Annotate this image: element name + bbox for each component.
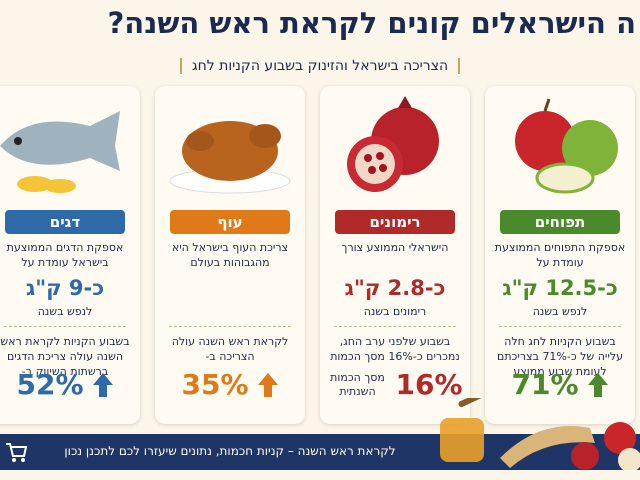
title: ה הישראלים קונים לקראת ראש השנה? bbox=[107, 6, 636, 40]
food-image bbox=[169, 121, 291, 194]
subtitle: הצריכה בישראל והזינוק בשבוע הקניות לחג bbox=[0, 58, 640, 74]
change-row: מסך הכמות השנתית 16% bbox=[320, 368, 470, 401]
change: 71% bbox=[511, 368, 579, 401]
up-arrow bbox=[587, 372, 608, 397]
change-row: 71% bbox=[485, 368, 635, 401]
card-label: עוף bbox=[170, 210, 290, 234]
change: 35% bbox=[181, 368, 249, 401]
footer: לקראת ראש השנה – קניות חכמות, נתונים שיע… bbox=[0, 398, 640, 470]
card: עוף צריכת העוף בישראל היא מהגבוהות בעולם ל… bbox=[155, 86, 305, 424]
change-note: מסך הכמות השנתית bbox=[330, 370, 385, 398]
week-text: בשבוע שלפני ערב החג, נמכרים כ-16% מסך הכ… bbox=[330, 335, 460, 363]
week-text: לקראת ראש השנה עולה הצריכה ב- bbox=[171, 335, 289, 363]
food-image bbox=[515, 98, 618, 194]
description: צריכת העוף בישראל היא מהגבוהות בעולם bbox=[171, 241, 289, 269]
divider bbox=[334, 326, 456, 327]
description: אספקת התפוחים הממוצעת עומדת על bbox=[494, 241, 626, 269]
card: דגים אספקת הדגים הממוצעת בישראל עומדת על כ… bbox=[0, 86, 140, 424]
amount: כ-9 ק"ג bbox=[25, 276, 105, 300]
amount-note: רימונים בשנה bbox=[363, 305, 427, 318]
up-arrow bbox=[92, 372, 113, 397]
card: רימונים הישראלי הממוצע צורך כ-2.8 ק"ג רימונ… bbox=[320, 86, 470, 424]
change: 16% bbox=[395, 368, 463, 401]
week-text: בשבוע הקניות לחג חלה עלייה של כ-71% בצרי… bbox=[497, 335, 623, 378]
subtitle-text: הצריכה בישראל והזינוק בשבוע הקניות לחג bbox=[179, 58, 461, 74]
divider bbox=[499, 326, 621, 327]
change-row: 52% bbox=[0, 368, 140, 401]
card-label: דגים bbox=[5, 210, 125, 234]
change: 52% bbox=[16, 368, 84, 401]
description: הישראלי הממוצע צורך bbox=[341, 241, 449, 254]
cart-icon bbox=[6, 443, 28, 462]
footer-text: לקראת ראש השנה – קניות חכמות, נתונים שיע… bbox=[64, 444, 396, 458]
footer-art bbox=[440, 398, 640, 470]
card-label: רימונים bbox=[335, 210, 455, 234]
amount: כ-2.8 ק"ג bbox=[344, 276, 446, 300]
divider bbox=[4, 326, 126, 327]
change-row: 35% bbox=[155, 368, 305, 401]
card-label: תפוחים bbox=[500, 210, 620, 234]
card: תפוחים אספקת התפוחים הממוצעת עומדת על כ-12… bbox=[485, 86, 635, 424]
amount-note: לנפש בשנה bbox=[37, 305, 93, 318]
up-arrow bbox=[257, 372, 278, 397]
week-text: בשבוע הקניות לקראת ראש השנה עולה צריכת ה… bbox=[0, 335, 130, 378]
divider bbox=[169, 326, 291, 327]
description: אספקת הדגים הממוצעת בישראל עומדת על bbox=[6, 241, 124, 269]
food-image bbox=[347, 96, 439, 192]
amount: כ-12.5 ק"ג bbox=[502, 276, 618, 300]
food-image bbox=[0, 111, 120, 193]
amount-note: לנפש בשנה bbox=[532, 305, 588, 318]
